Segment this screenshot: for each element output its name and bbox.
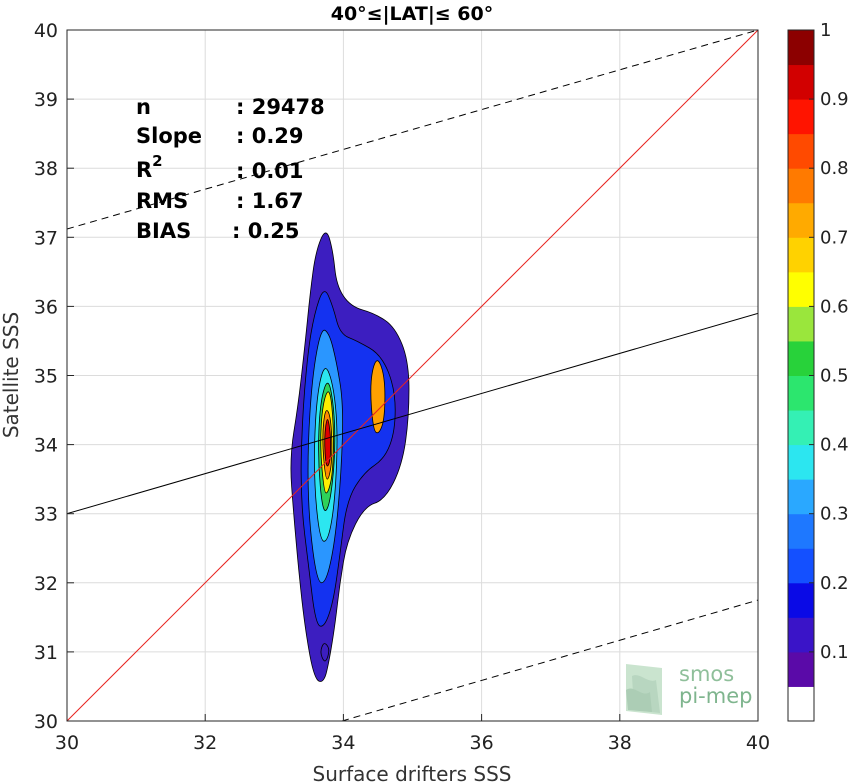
contour-level [370, 360, 386, 434]
x-tick-label: 38 [608, 732, 632, 754]
x-axis-ticks: 30 32 34 36 38 40 [55, 714, 770, 754]
smos-pi-mep-logo: smos pi-mep [626, 662, 752, 715]
y-tick-label: 37 [34, 227, 58, 249]
stat-r2-value: : 0.01 [236, 159, 304, 183]
colorbar-segment [788, 237, 814, 273]
colorbar-tick-label: 0.1 [820, 642, 849, 663]
density-contours [290, 232, 410, 682]
x-axis-label: Surface drifters SSS [313, 762, 512, 784]
colorbar-segment [788, 133, 814, 169]
logo-wave-icon [626, 664, 662, 715]
colorbar-segment [788, 30, 814, 66]
colorbar-segment [788, 202, 814, 238]
colorbar-segment [788, 168, 814, 204]
colorbar-segment [788, 64, 814, 100]
colorbar-segment [788, 582, 814, 618]
stat-slope-value: : 0.29 [236, 124, 304, 148]
colorbar-segment [788, 340, 814, 376]
y-axis-ticks: 30 31 32 33 34 35 36 37 38 39 40 [34, 20, 74, 733]
colorbar-segment [788, 479, 814, 515]
y-tick-label: 33 [34, 504, 58, 526]
y-tick-label: 32 [34, 573, 58, 595]
x-tick-label: 32 [193, 732, 217, 754]
colorbar-segment [788, 271, 814, 307]
contour-island [320, 643, 330, 662]
colorbar-segment [788, 375, 814, 411]
reference-lines [67, 30, 758, 721]
colorbar-segment [788, 651, 814, 687]
y-tick-label: 36 [34, 296, 58, 318]
stat-n-value: : 29478 [236, 95, 325, 119]
colorbar-segment [788, 444, 814, 480]
colorbar-tick-label: 0.8 [820, 158, 849, 179]
colorbar-tick-label: 0.2 [820, 573, 849, 594]
logo-text-pi-mep: pi-mep [679, 684, 752, 708]
colorbar-segment [788, 548, 814, 584]
y-tick-label: 40 [34, 20, 58, 42]
stat-rms-label: RMS [136, 189, 188, 213]
line-identity [67, 30, 758, 721]
colorbar-segment [788, 513, 814, 549]
colorbar-tick-label: 0.9 [820, 89, 849, 110]
stats-block: n : 29478 Slope : 0.29 R2 : 0.01 RMS : 1… [136, 95, 325, 243]
colorbar-segment [788, 99, 814, 135]
stat-slope-label: Slope [136, 124, 202, 148]
colorbar-tick-label: 0.3 [820, 504, 849, 525]
line-regression [67, 312, 758, 515]
stat-r2-label: R2 [136, 152, 163, 182]
y-tick-label: 31 [34, 642, 58, 664]
x-tick-label: 40 [746, 732, 770, 754]
y-axis-label: Satellite SSS [0, 312, 23, 438]
stat-r2-superscript: 2 [152, 152, 162, 170]
stat-bias-label: BIAS [136, 219, 191, 243]
colorbar-ticks: 0.1 0.2 0.3 0.4 0.5 0.6 0.7 0.8 0.9 1 [809, 20, 849, 663]
stat-bias-value: : 0.25 [232, 219, 300, 243]
colorbar-segment [788, 686, 814, 722]
y-tick-label: 39 [34, 89, 58, 111]
colorbar-segment [788, 410, 814, 446]
stat-rms-value: : 1.67 [236, 189, 304, 213]
colorbar-tick-label: 1 [820, 20, 831, 41]
stat-n-label: n [136, 95, 151, 119]
colorbar-segment [788, 306, 814, 342]
colorbar-tick-label: 0.6 [820, 296, 849, 317]
y-tick-label: 38 [34, 158, 58, 180]
x-tick-label: 30 [55, 732, 79, 754]
colorbar-tick-label: 0.7 [820, 227, 849, 248]
line-lower-bound [341, 599, 758, 721]
y-tick-label: 35 [34, 366, 58, 388]
logo-text-smos: smos [679, 662, 734, 686]
colorbar-tick-label: 0.5 [820, 366, 849, 387]
colorbar-tick-label: 0.4 [820, 435, 849, 456]
y-tick-label: 34 [34, 435, 58, 457]
x-tick-label: 34 [331, 732, 355, 754]
colorbar [788, 30, 814, 722]
colorbar-segment [788, 617, 814, 653]
chart-title: 40°≤|LAT|≤ 60° [331, 3, 494, 25]
y-tick-label: 30 [34, 711, 58, 733]
x-tick-label: 36 [470, 732, 494, 754]
